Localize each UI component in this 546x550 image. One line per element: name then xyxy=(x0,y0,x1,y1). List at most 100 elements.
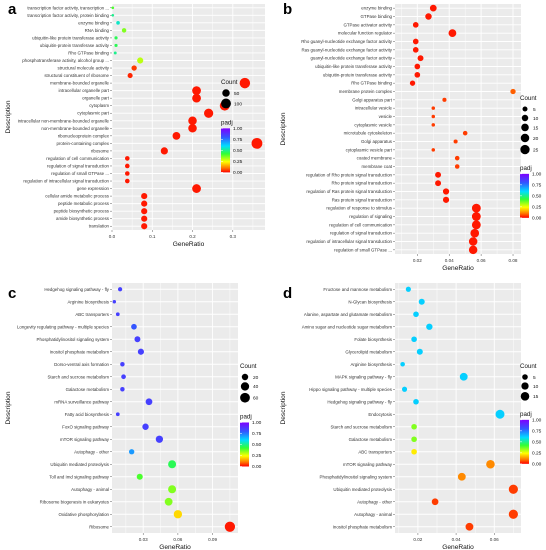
x-tick-label: 0.2 xyxy=(189,234,196,239)
legend-count-label: 60 xyxy=(253,396,259,402)
category-label: Ubiquitin mediated proteolysis xyxy=(333,487,392,492)
category-label: Arginine biosynthesis xyxy=(351,362,393,367)
x-tick-label: 0.06 xyxy=(173,537,182,542)
data-point xyxy=(121,28,127,33)
padj-colorbar xyxy=(520,419,529,464)
category-label: Galactose metabolism xyxy=(66,387,110,392)
category-label: Phosphatidylinositol signaling system xyxy=(320,474,393,479)
data-point xyxy=(508,484,518,494)
data-point xyxy=(141,200,148,207)
category-label: Folate biosynthesis xyxy=(354,337,392,342)
colorbar-tick-label: 0.25 xyxy=(252,453,262,459)
y-axis-title: Description xyxy=(5,391,12,424)
category-label: coated membrane xyxy=(357,156,393,161)
data-point xyxy=(414,72,421,78)
data-point xyxy=(412,22,419,28)
legend-size-point xyxy=(522,106,528,112)
data-point xyxy=(131,65,137,71)
legend-count-label: 15 xyxy=(533,125,539,131)
category-label: Ubiquitin mediated proteolysis xyxy=(50,462,109,467)
category-label: ubiquitin-like protein transferase activ… xyxy=(32,35,110,40)
category-label: intracellular vesicle xyxy=(355,106,393,111)
category-label: Ras protein signal transduction xyxy=(332,197,393,202)
category-label: Amino sugar and nucleotide sugar metabol… xyxy=(302,324,393,329)
data-point xyxy=(411,436,417,443)
x-tick-label: 0.04 xyxy=(445,258,454,263)
x-tick-label: 0.04 xyxy=(452,537,461,542)
category-label: membrane coat xyxy=(361,164,392,169)
panel-d: d Fructose and mannose metabolism N-Glycan… xyxy=(280,283,542,550)
category-label: N-Glycan biosynthesis xyxy=(348,299,392,304)
data-point xyxy=(462,130,468,136)
category-label: cytoplasmic vesicle part xyxy=(346,147,393,152)
category-label: MAPK signaling pathway - fly xyxy=(335,374,393,379)
data-point xyxy=(134,336,141,343)
category-label: regulation of intracellular signal trans… xyxy=(23,179,109,184)
category-label: Alanine, aspartate and glutamate metabol… xyxy=(304,312,392,317)
data-point xyxy=(495,409,505,419)
data-point xyxy=(412,38,419,45)
data-point xyxy=(413,398,419,405)
data-point xyxy=(454,164,460,169)
legend-count-label: 5 xyxy=(533,375,536,381)
category-label: membrane protein complex xyxy=(339,89,393,94)
data-point xyxy=(127,73,133,79)
data-point xyxy=(120,362,125,367)
data-point xyxy=(121,374,126,380)
x-tick-label: 0.0 xyxy=(109,234,116,239)
legend-count-title: Count xyxy=(240,363,257,370)
category-label: GTPase activator activity xyxy=(343,22,392,27)
category-label: ribonucleoprotein complex xyxy=(58,133,110,138)
legend-count-title: Count xyxy=(520,95,537,102)
data-point xyxy=(426,323,433,330)
data-point xyxy=(142,423,149,430)
data-point xyxy=(192,184,201,193)
data-point xyxy=(125,163,130,169)
data-point xyxy=(435,180,442,187)
data-point xyxy=(471,220,481,230)
data-point xyxy=(141,223,148,230)
data-point xyxy=(136,473,143,480)
category-label: Arginine biosynthesis xyxy=(68,299,110,304)
panel-label: b xyxy=(283,1,292,18)
data-point xyxy=(145,398,153,406)
data-point xyxy=(137,348,144,355)
legend-count-label: 40 xyxy=(253,384,259,390)
colorbar-tick-label: 0.75 xyxy=(532,183,542,189)
legend-size-point xyxy=(521,114,529,122)
category-label: Inositol phosphate metabolism xyxy=(50,349,110,354)
data-point xyxy=(431,148,436,152)
colorbar-tick-label: 0.50 xyxy=(252,442,262,448)
colorbar-tick-label: 0.00 xyxy=(252,464,262,470)
x-tick-label: 0.1 xyxy=(149,234,156,239)
data-point xyxy=(405,286,411,292)
data-point xyxy=(173,510,183,519)
data-point xyxy=(116,21,120,25)
data-point xyxy=(510,88,516,95)
data-point xyxy=(125,156,130,161)
x-axis-title: GeneRatio xyxy=(442,544,474,550)
data-point xyxy=(141,215,148,222)
x-tick-label: 0.3 xyxy=(230,234,237,239)
panel-b: b enzyme binding GTPase binding GTPase acti… xyxy=(280,1,542,272)
category-label: Ras guanyl-nucleotide exchange factor ac… xyxy=(301,47,392,52)
data-point xyxy=(128,449,135,455)
category-label: phosphotransferase activity, alcohol gro… xyxy=(22,58,109,63)
data-point xyxy=(188,124,197,133)
plot-background xyxy=(112,283,238,533)
category-label: intracellular organelle part xyxy=(58,88,109,93)
category-label: Oxidative phosphorylation xyxy=(58,512,109,517)
category-label: Golgi apparatus part xyxy=(352,97,393,102)
category-label: enzyme binding xyxy=(361,6,392,11)
padj-colorbar xyxy=(240,422,249,467)
data-point xyxy=(425,13,432,20)
panel-label: a xyxy=(8,1,17,18)
plot-background xyxy=(395,4,521,254)
data-point xyxy=(117,287,123,292)
legend-count-label: 15 xyxy=(533,394,539,400)
category-label: ribosome xyxy=(91,148,110,153)
data-point xyxy=(442,196,450,203)
legend-size-point xyxy=(522,374,528,380)
category-label: peptide metabolic process xyxy=(58,201,110,206)
